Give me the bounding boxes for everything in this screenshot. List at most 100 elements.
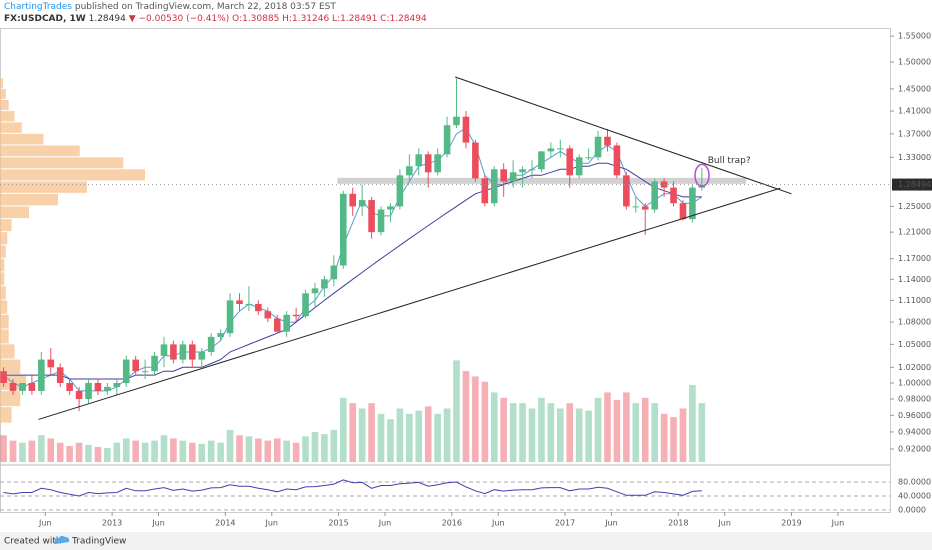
volume-bar — [651, 403, 658, 462]
volume-bar — [453, 360, 460, 462]
candle-body — [453, 116, 460, 126]
candle-body — [594, 136, 602, 158]
candle-body — [651, 181, 658, 210]
volume-bar — [132, 440, 139, 462]
candle-body — [75, 390, 83, 399]
volume-bar — [207, 440, 215, 462]
candle-body — [38, 359, 45, 391]
y-tick-label: 0.98000 — [898, 394, 931, 403]
volume-bar — [434, 413, 441, 462]
volume-bar — [377, 413, 385, 462]
volume-bar — [339, 397, 347, 462]
candle-body — [585, 157, 592, 159]
candle-body — [547, 148, 555, 152]
x-tick-label: Jun — [265, 519, 279, 528]
volume-bar — [170, 438, 177, 462]
volume-bar — [122, 438, 130, 462]
rsi-tick-label: 40.0000 — [898, 492, 931, 501]
candle-body — [613, 145, 621, 176]
volume-profile-bar — [0, 157, 124, 169]
candle-body — [434, 154, 441, 173]
y-tick-label: 1.05000 — [898, 340, 931, 349]
candle-body — [670, 187, 677, 204]
volume-bar — [472, 376, 479, 462]
y-tick-label: 1.55000 — [898, 32, 931, 41]
volume-bar — [75, 442, 83, 462]
volume-bar — [151, 440, 158, 462]
volume-bar — [660, 413, 668, 462]
candle-body — [245, 303, 253, 305]
volume-bar — [104, 448, 111, 462]
x-tick-label: Jun — [831, 519, 845, 528]
volume-bar — [179, 440, 187, 462]
volume-bar — [9, 440, 17, 462]
volume-bar — [94, 447, 102, 462]
volume-bar — [217, 442, 224, 462]
volume-bar — [528, 408, 536, 462]
footer-brand[interactable]: TradingView — [71, 537, 126, 547]
volume-profile-bar — [0, 145, 80, 157]
candle-body — [94, 382, 102, 391]
candle-body — [9, 382, 17, 391]
candle-body — [283, 314, 290, 332]
volume-bar — [679, 408, 687, 462]
author[interactable]: ChartingTrades — [4, 2, 72, 12]
volume-profile-bar — [0, 181, 87, 193]
candle-body — [170, 344, 177, 360]
volume-bar — [264, 440, 272, 462]
volume-profile-bar — [0, 407, 12, 423]
volume-bar — [56, 442, 64, 462]
volume-profile-bar — [0, 133, 44, 145]
candle-body — [490, 169, 498, 204]
volume-bar — [292, 442, 300, 462]
volume-bar — [38, 435, 45, 462]
candle-body — [19, 382, 26, 391]
volume-bar — [113, 442, 121, 462]
y-tick-label: 1.17000 — [898, 254, 931, 263]
last-price-box — [892, 178, 932, 191]
volume-bar — [689, 384, 696, 462]
y-tick-label: 1.33000 — [898, 153, 931, 162]
candle-body — [509, 172, 517, 182]
volume-bar — [302, 436, 309, 462]
candle-body — [641, 206, 649, 210]
candle-body — [66, 382, 73, 391]
volume-profile-bar — [0, 390, 21, 407]
candle-body — [141, 371, 149, 373]
volume-profile-bar — [0, 286, 6, 300]
volume-profile-bar — [0, 344, 15, 359]
candle-body — [255, 303, 262, 312]
volume-bar — [66, 445, 73, 462]
footer-text: Created with — [4, 537, 62, 547]
volume-bar — [613, 399, 621, 462]
volume-bar — [245, 436, 253, 462]
x-tick-label: 2018 — [668, 519, 688, 528]
volume-bar — [28, 440, 36, 462]
volume-bar — [462, 371, 470, 462]
y-tick-label: 1.11000 — [898, 296, 931, 305]
x-tick-label: Jun — [604, 519, 618, 528]
x-tick-label: Jun — [151, 519, 165, 528]
volume-bar — [0, 435, 7, 462]
candle-body — [358, 200, 366, 207]
y-tick-label: 0.92000 — [898, 444, 931, 453]
candle-body — [217, 333, 224, 337]
y-tick-label: 1.50000 — [898, 58, 931, 67]
volume-profile-bar — [0, 258, 5, 272]
candle-body — [406, 166, 413, 176]
volume-profile-bar — [0, 272, 5, 286]
candle-body — [85, 382, 92, 399]
candle-body — [415, 154, 423, 167]
volume-bar — [406, 413, 413, 462]
last-price-label: 1.28494 — [898, 180, 931, 189]
candle-body — [151, 355, 158, 372]
volume-profile-bar — [0, 193, 58, 206]
x-tick-label: 2013 — [102, 519, 122, 528]
volume-bar — [47, 438, 55, 462]
volume-profile-bar — [0, 122, 22, 133]
volume-bar — [255, 438, 262, 462]
volume-bar — [500, 397, 507, 462]
y-tick-label: 1.21000 — [898, 228, 931, 237]
candle-body — [122, 359, 130, 383]
